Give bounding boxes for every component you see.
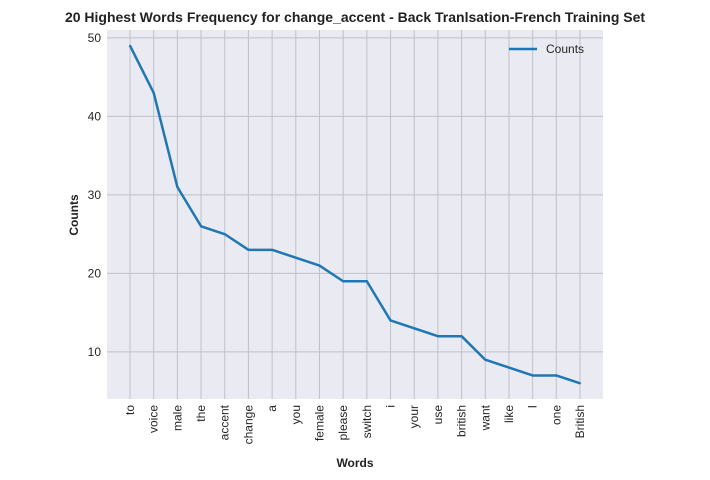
x-tick-label: one bbox=[549, 405, 563, 425]
y-tick-label: 20 bbox=[88, 266, 102, 280]
data-point bbox=[484, 358, 487, 361]
data-point bbox=[389, 319, 392, 322]
data-point bbox=[152, 91, 155, 94]
legend: Counts bbox=[509, 42, 584, 56]
data-point bbox=[507, 366, 510, 369]
data-point bbox=[247, 248, 250, 251]
x-tick-label: like bbox=[502, 405, 516, 423]
data-point bbox=[176, 186, 179, 189]
x-tick-label: the bbox=[194, 405, 208, 422]
data-point bbox=[223, 233, 226, 236]
data-point bbox=[200, 225, 203, 228]
x-tick-label: your bbox=[407, 405, 421, 428]
x-tick-label: to bbox=[123, 405, 137, 415]
plot-area bbox=[107, 30, 603, 399]
x-axis-ticks: to voice male the accent change a you female plea… bbox=[123, 404, 587, 444]
series-line-counts bbox=[128, 45, 581, 385]
y-tick-label: 30 bbox=[88, 188, 102, 202]
data-point bbox=[579, 382, 581, 385]
x-tick-label: female bbox=[312, 405, 326, 441]
data-point bbox=[318, 264, 321, 267]
y-tick-label: 40 bbox=[88, 109, 102, 123]
x-tick-label: accent bbox=[218, 404, 232, 440]
data-point bbox=[531, 374, 534, 377]
x-tick-label: please bbox=[336, 405, 350, 441]
x-tick-label: british bbox=[455, 405, 469, 437]
data-point bbox=[555, 374, 558, 377]
data-point bbox=[365, 280, 368, 283]
grid bbox=[107, 30, 603, 399]
chart-title: 20 Highest Words Frequency for change_ac… bbox=[65, 9, 645, 25]
x-tick-label: you bbox=[289, 405, 303, 424]
y-axis-ticks: 10 20 30 40 50 bbox=[88, 31, 102, 359]
x-tick-label: i bbox=[384, 405, 398, 408]
x-tick-label: voice bbox=[147, 405, 161, 433]
legend-label: Counts bbox=[546, 42, 584, 56]
x-tick-label: British bbox=[573, 405, 587, 438]
data-point bbox=[460, 335, 463, 338]
data-point bbox=[129, 44, 131, 47]
x-tick-label: want bbox=[478, 404, 492, 431]
series-layer bbox=[128, 44, 581, 385]
x-tick-label: a bbox=[265, 405, 279, 412]
data-point bbox=[294, 256, 297, 259]
x-axis-label: Words bbox=[336, 456, 373, 470]
data-point bbox=[342, 280, 345, 283]
x-tick-label: male bbox=[170, 405, 184, 431]
x-tick-label: change bbox=[241, 405, 255, 445]
x-tick-label: I bbox=[526, 405, 540, 408]
y-tick-label: 10 bbox=[88, 345, 102, 359]
y-tick-label: 50 bbox=[88, 31, 102, 45]
data-point bbox=[436, 335, 439, 338]
x-tick-label: use bbox=[431, 405, 445, 425]
x-tick-label: switch bbox=[360, 405, 374, 438]
data-point bbox=[271, 248, 274, 251]
data-point bbox=[413, 327, 416, 330]
y-axis-label: Counts bbox=[67, 194, 81, 236]
